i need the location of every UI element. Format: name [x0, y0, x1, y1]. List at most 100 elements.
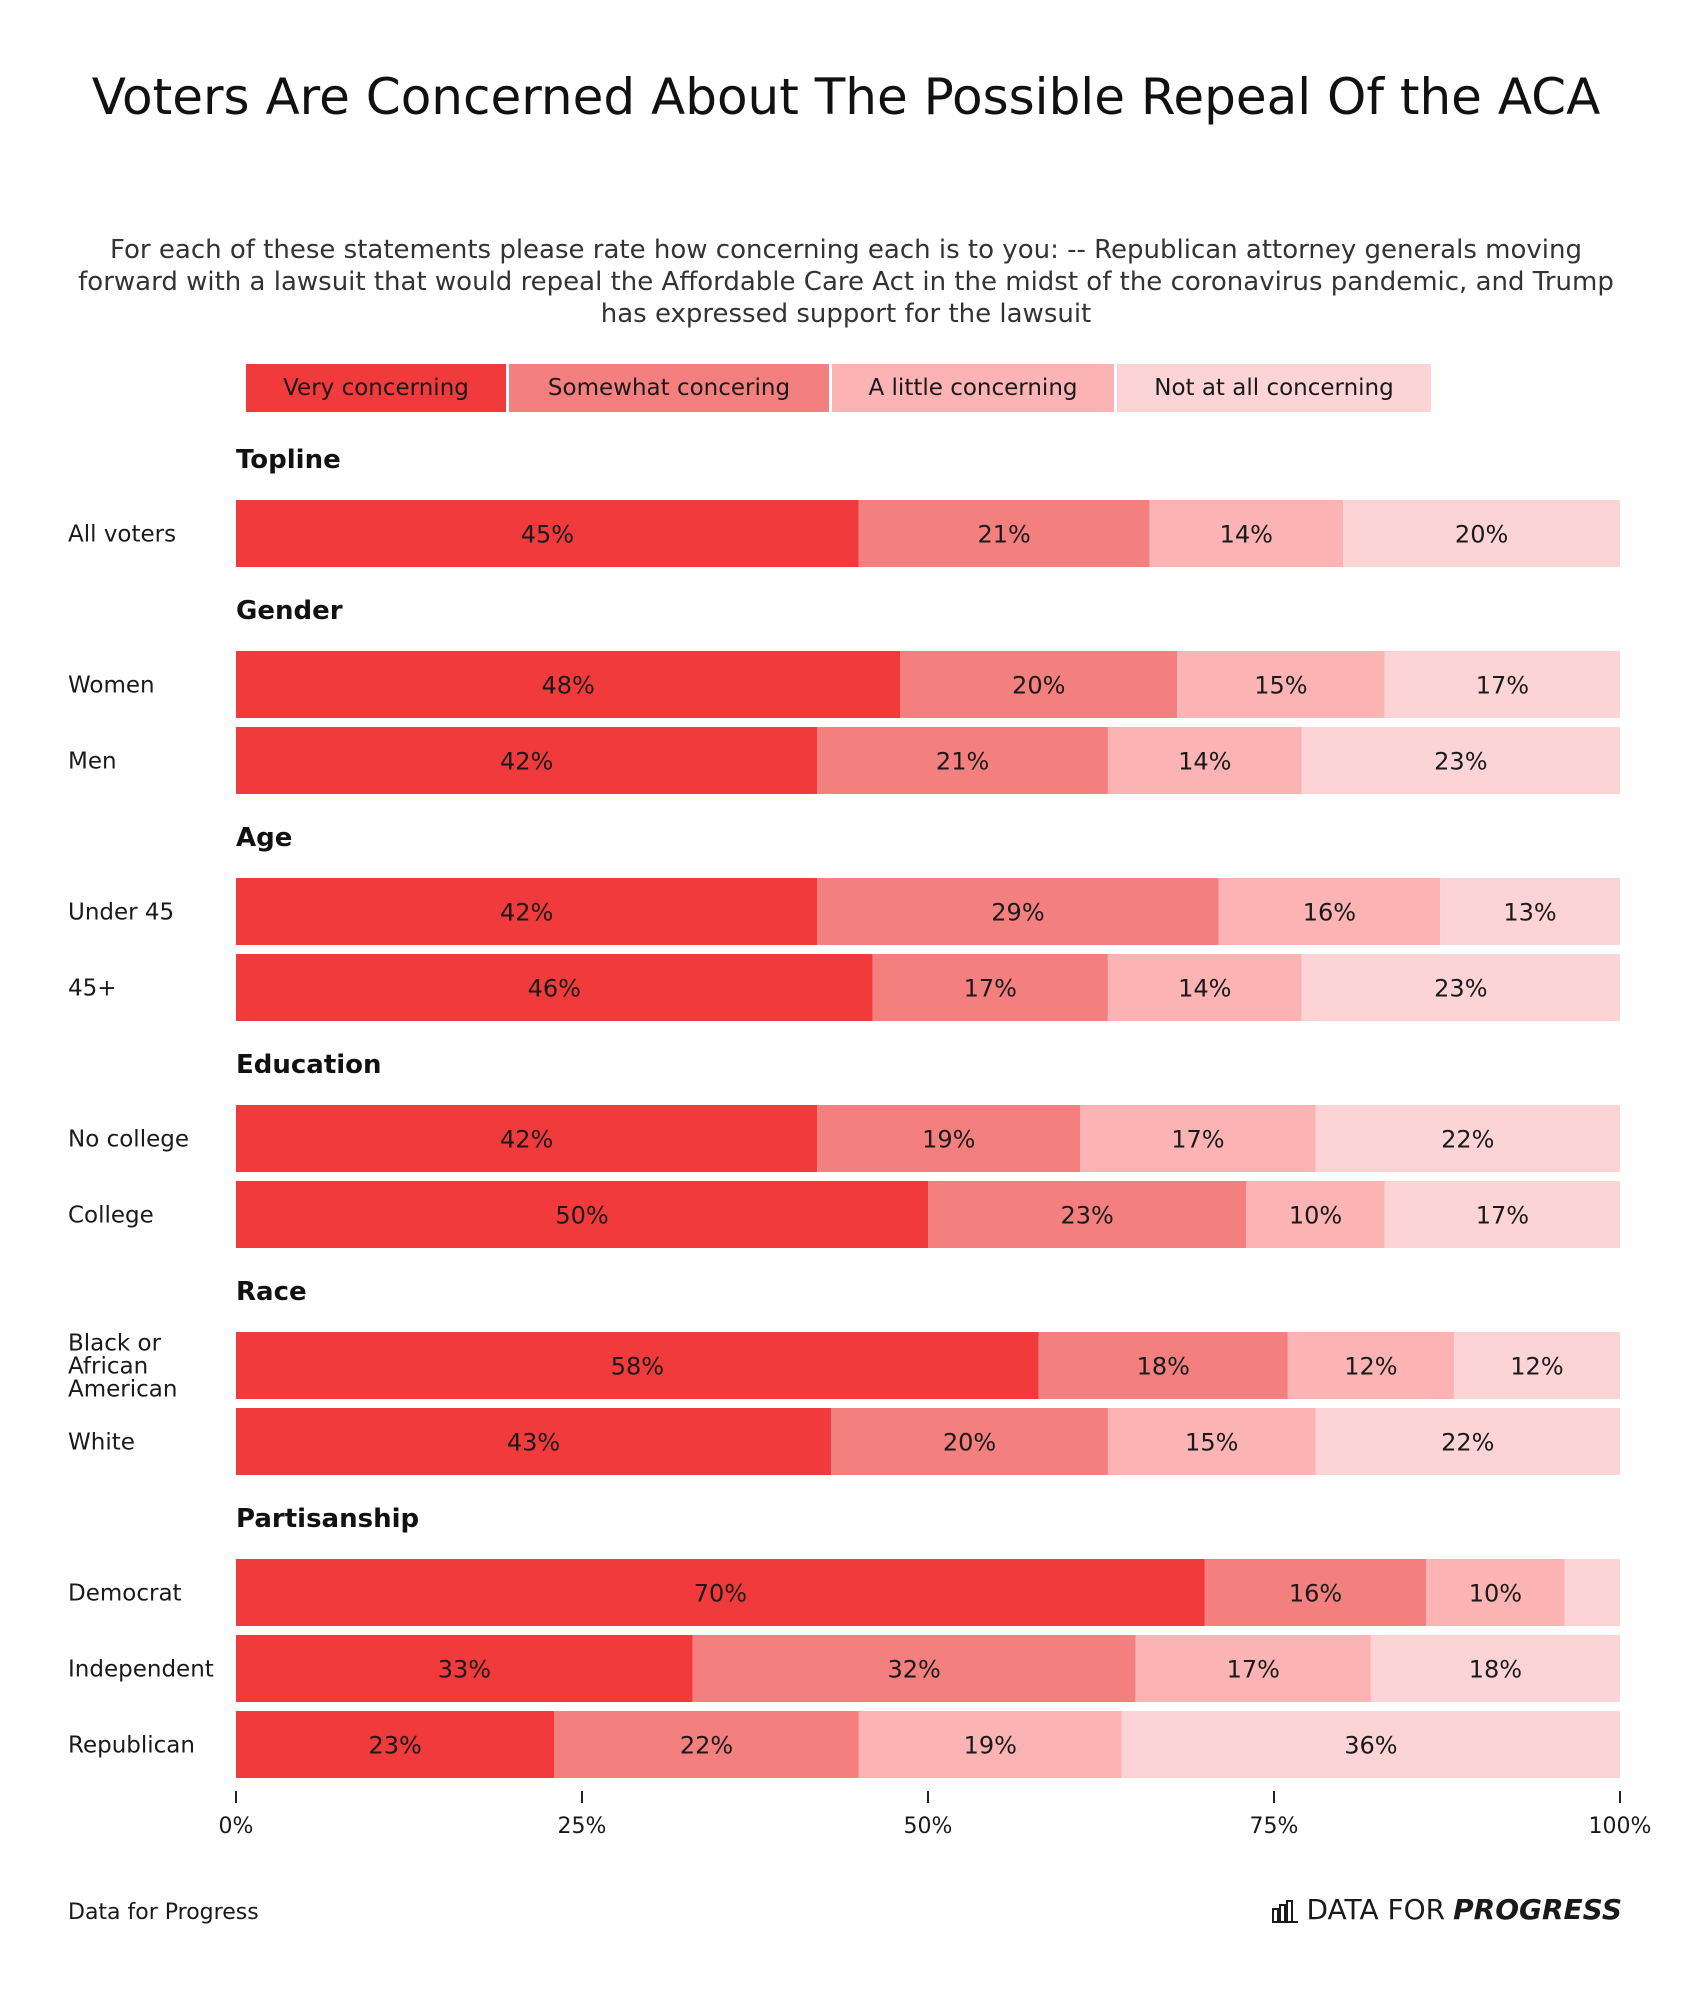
bar-segment-no-college-very-concerning: [236, 1105, 818, 1172]
chart-subtitle: For each of these statements please rate…: [78, 235, 1614, 329]
data-label-black-or-african-american-not-at-all-concerning: 12%: [1510, 1353, 1563, 1381]
data-label-under-45-somewhat-concering: 29%: [991, 899, 1044, 927]
data-label-republican-not-at-all-concerning: 36%: [1344, 1732, 1397, 1760]
legend-item-not-at-all-concerning: Not at all concerning: [1117, 364, 1431, 412]
bar-segment-45-not-at-all-concerning: [1301, 954, 1620, 1021]
row-label-no-college: No college: [68, 1127, 189, 1153]
row-label-women: Women: [68, 673, 155, 699]
data-label-white-not-at-all-concerning: 22%: [1441, 1429, 1494, 1457]
row-label-black-or-african-american-line-2: American: [68, 1377, 177, 1403]
data-label-white-somewhat-concering: 20%: [943, 1429, 996, 1457]
bar-segment-under-45-very-concerning: [236, 878, 818, 945]
bar-segment-under-45-somewhat-concering: [817, 878, 1219, 945]
bar-segment-no-college-not-at-all-concerning: [1315, 1105, 1620, 1172]
data-label-college-not-at-all-concerning: 17%: [1476, 1202, 1529, 1230]
row-label-white: White: [68, 1430, 135, 1456]
data-label-white-very-concerning: 43%: [507, 1429, 560, 1457]
bar-segment-white-very-concerning: [236, 1408, 832, 1475]
bar-segment-college-not-at-all-concerning: [1384, 1181, 1620, 1248]
data-label-45-very-concerning: 46%: [528, 975, 581, 1003]
bar-segment-republican-not-at-all-concerning: [1121, 1711, 1620, 1778]
data-label-democrat-very-concerning: 70%: [694, 1580, 747, 1608]
bar-segment-men-somewhat-concering: [817, 727, 1108, 794]
data-label-women-somewhat-concering: 20%: [1012, 672, 1065, 700]
bar-segment-democrat-very-concerning: [236, 1559, 1205, 1626]
data-label-women-a-little-concerning: 15%: [1254, 672, 1307, 700]
bar-segment-women-a-little-concerning: [1177, 651, 1385, 718]
brand-name-regular: DATA FOR: [1306, 1893, 1446, 1926]
brand-name-bold: PROGRESS: [1453, 1893, 1622, 1926]
data-label-men-somewhat-concering: 21%: [936, 748, 989, 776]
x-tick-label-75: 75%: [1250, 1814, 1299, 1839]
bar-segment-all-voters-somewhat-concering: [858, 500, 1150, 567]
data-label-no-college-very-concerning: 42%: [500, 1126, 553, 1154]
bar-chart-icon: [1272, 1899, 1299, 1923]
bar-segment-democrat-somewhat-concering: [1204, 1559, 1427, 1626]
bar-segment-independent-somewhat-concering: [692, 1635, 1136, 1702]
group-header-gender: Gender: [236, 596, 343, 626]
bar-segment-no-college-somewhat-concering: [817, 1105, 1081, 1172]
bar-segment-independent-not-at-all-concerning: [1370, 1635, 1620, 1702]
data-label-republican-very-concerning: 23%: [368, 1732, 421, 1760]
data-label-no-college-a-little-concerning: 17%: [1171, 1126, 1224, 1154]
row-label-democrat: Democrat: [68, 1581, 182, 1607]
data-label-45-somewhat-concering: 17%: [964, 975, 1017, 1003]
data-label-black-or-african-american-somewhat-concering: 18%: [1137, 1353, 1190, 1381]
bar-segment-independent-a-little-concerning: [1135, 1635, 1371, 1702]
group-header-race: Race: [236, 1277, 307, 1307]
bar-segment-republican-somewhat-concering: [554, 1711, 859, 1778]
data-label-all-voters-not-at-all-concerning: 20%: [1455, 521, 1508, 549]
data-label-45-a-little-concerning: 14%: [1178, 975, 1231, 1003]
bar-segment-under-45-a-little-concerning: [1218, 878, 1441, 945]
bar-segment-college-very-concerning: [236, 1181, 928, 1248]
data-label-independent-not-at-all-concerning: 18%: [1469, 1656, 1522, 1684]
bar-segment-democrat-not-at-all-concerning: [1564, 1559, 1620, 1626]
bar-segment-black-or-african-american-very-concerning: [236, 1332, 1039, 1399]
data-label-republican-a-little-concerning: 19%: [964, 1732, 1017, 1760]
group-header-topline: Topline: [236, 445, 341, 475]
data-label-white-a-little-concerning: 15%: [1185, 1429, 1238, 1457]
group-header-education: Education: [236, 1050, 382, 1080]
row-label-under-45: Under 45: [68, 900, 174, 926]
data-label-black-or-african-american-a-little-concerning: 12%: [1344, 1353, 1397, 1381]
row-label-men: Men: [68, 749, 117, 775]
x-tick-label-0: 0%: [219, 1814, 254, 1839]
row-label-republican: Republican: [68, 1733, 195, 1759]
data-label-independent-a-little-concerning: 17%: [1227, 1656, 1280, 1684]
bar-segment-45-somewhat-concering: [872, 954, 1108, 1021]
bar-segment-under-45-not-at-all-concerning: [1440, 878, 1620, 945]
data-label-no-college-somewhat-concering: 19%: [922, 1126, 975, 1154]
data-label-college-a-little-concerning: 10%: [1289, 1202, 1342, 1230]
data-label-men-very-concerning: 42%: [500, 748, 553, 776]
bar-segment-women-very-concerning: [236, 651, 901, 718]
legend: Very concerning Somewhat concering A lit…: [246, 364, 1434, 412]
x-tick-label-100: 100%: [1589, 1814, 1652, 1839]
data-label-republican-somewhat-concering: 22%: [680, 1732, 733, 1760]
bar-segment-black-or-african-american-somewhat-concering: [1038, 1332, 1288, 1399]
x-tick-label-50: 50%: [904, 1814, 953, 1839]
legend-item-somewhat-concerning: Somewhat concering: [509, 364, 829, 412]
bar-segment-college-a-little-concerning: [1246, 1181, 1385, 1248]
bar-segment-white-a-little-concerning: [1107, 1408, 1316, 1475]
bar-segment-all-voters-not-at-all-concerning: [1343, 500, 1620, 567]
data-label-under-45-a-little-concerning: 16%: [1303, 899, 1356, 927]
x-tick-label-25: 25%: [558, 1814, 607, 1839]
data-label-independent-very-concerning: 33%: [438, 1656, 491, 1684]
data-label-men-a-little-concerning: 14%: [1178, 748, 1231, 776]
bar-segment-all-voters-very-concerning: [236, 500, 859, 567]
bar-segment-women-not-at-all-concerning: [1384, 651, 1620, 718]
data-label-under-45-very-concerning: 42%: [500, 899, 553, 927]
row-label-45: 45+: [68, 976, 117, 1002]
data-label-women-very-concerning: 48%: [541, 672, 594, 700]
row-label-independent: Independent: [68, 1657, 214, 1683]
bar-segment-independent-very-concerning: [236, 1635, 693, 1702]
data-label-no-college-not-at-all-concerning: 22%: [1441, 1126, 1494, 1154]
bar-segment-women-somewhat-concering: [900, 651, 1178, 718]
data-label-all-voters-a-little-concerning: 14%: [1220, 521, 1273, 549]
row-label-college: College: [68, 1203, 154, 1229]
group-header-partisanship: Partisanship: [236, 1504, 419, 1534]
data-label-women-not-at-all-concerning: 17%: [1476, 672, 1529, 700]
bar-segment-white-somewhat-concering: [831, 1408, 1108, 1475]
bar-segment-no-college-a-little-concerning: [1080, 1105, 1316, 1172]
row-label-black-or-african-american-line-0: Black or: [68, 1331, 162, 1357]
